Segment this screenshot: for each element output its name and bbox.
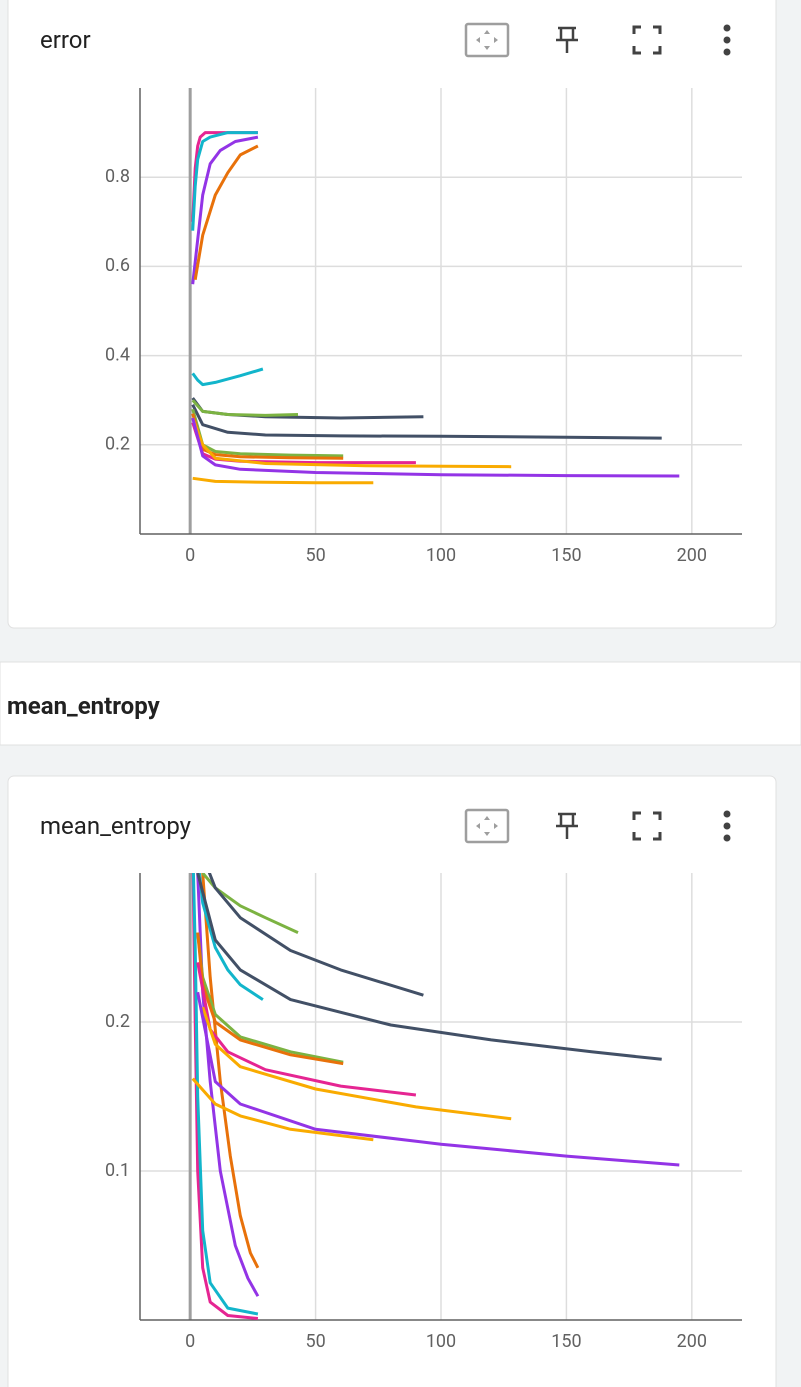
icon — [464, 808, 510, 844]
y-tick-label: 0.2 — [105, 434, 130, 455]
series-line — [197, 873, 264, 1001]
x-tick-label: 100 — [426, 545, 456, 566]
fit-button[interactable] — [464, 22, 510, 58]
x-tick-label: 0 — [185, 545, 195, 566]
icon — [723, 822, 731, 830]
series-line — [196, 932, 344, 1066]
icon — [632, 25, 662, 55]
icon — [556, 812, 578, 839]
icon — [723, 36, 731, 44]
x-tick-label: 100 — [426, 1331, 456, 1352]
icon — [723, 834, 731, 842]
x-tick-label: 200 — [677, 1331, 707, 1352]
menu-button[interactable] — [723, 810, 731, 842]
series-line — [201, 1006, 512, 1121]
y-tick-label: 0.8 — [105, 166, 130, 187]
x-tick-label: 0 — [185, 1331, 195, 1352]
card — [7, 775, 777, 1387]
series-line — [196, 962, 417, 1097]
icon — [464, 22, 510, 58]
icon — [723, 48, 731, 56]
fullscreen-button[interactable] — [632, 811, 662, 841]
section-header — [0, 661, 801, 746]
x-tick-label: 50 — [305, 1331, 325, 1352]
series-line — [191, 404, 662, 440]
fullscreen-button[interactable] — [632, 25, 662, 55]
icon — [476, 816, 498, 836]
y-tick-label: 0.6 — [105, 255, 130, 276]
card — [7, 0, 777, 629]
series-line — [201, 873, 299, 934]
series-line — [191, 417, 680, 478]
x-tick-label: 150 — [551, 1331, 581, 1352]
series-line — [191, 131, 258, 222]
pin-button[interactable] — [556, 26, 578, 53]
chart-title: mean_entropy — [40, 812, 192, 840]
series-line — [191, 1077, 374, 1142]
series-line — [192, 476, 374, 485]
series-line — [201, 873, 260, 1269]
series-line — [191, 131, 258, 231]
x-tick-label: 150 — [551, 545, 581, 566]
menu-button[interactable] — [723, 24, 731, 56]
series-line — [191, 135, 259, 285]
series-line — [191, 873, 259, 1316]
icon — [723, 24, 731, 32]
series-line — [207, 873, 424, 997]
series-line — [196, 873, 662, 1061]
chart-title: error — [40, 26, 91, 54]
y-tick-label: 0.4 — [105, 344, 130, 365]
y-tick-label: 0.2 — [105, 1011, 130, 1032]
series-line — [191, 399, 299, 417]
icon — [556, 26, 578, 53]
pin-button[interactable] — [556, 812, 578, 839]
icon — [723, 810, 731, 818]
fit-button[interactable] — [464, 808, 510, 844]
series-line — [193, 144, 259, 281]
icon — [476, 30, 498, 50]
series-line — [191, 367, 264, 387]
y-tick-label: 0.1 — [105, 1160, 130, 1181]
section-title: mean_entropy — [7, 692, 161, 720]
x-tick-label: 50 — [305, 545, 325, 566]
series-line — [191, 417, 512, 469]
icon — [632, 811, 662, 841]
series-line — [196, 991, 680, 1167]
x-tick-label: 200 — [677, 545, 707, 566]
